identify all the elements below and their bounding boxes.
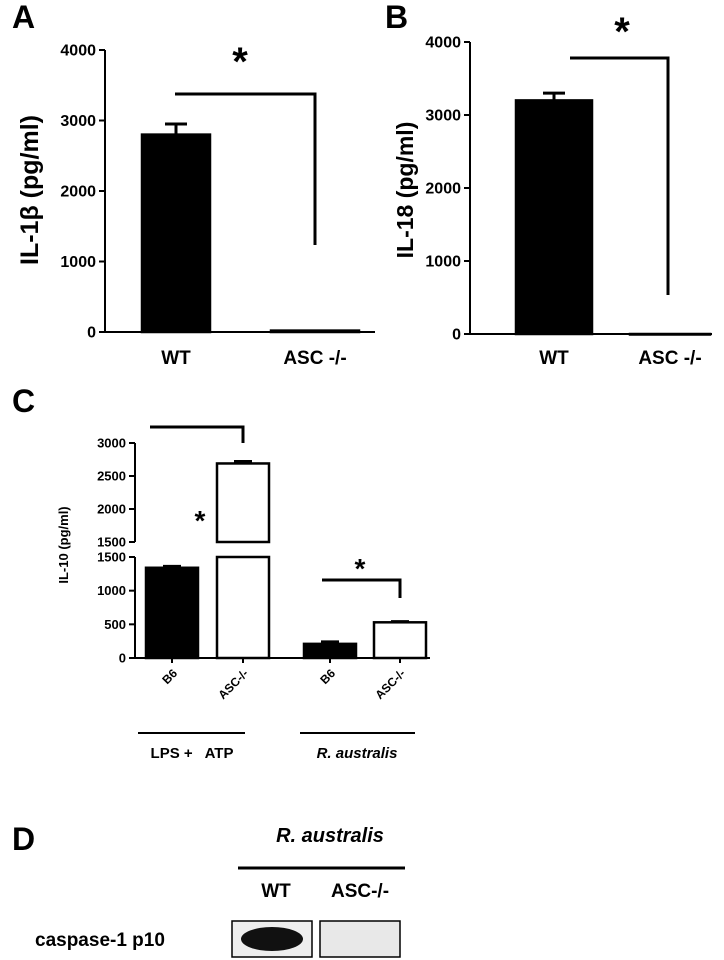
x-tick-label: ASC-/- [215, 666, 251, 702]
blot-column: WT [261, 881, 291, 902]
blot-column: ASC-/- [331, 881, 389, 902]
panel-label: B [385, 0, 408, 35]
error-bar [391, 620, 409, 624]
y-tick-label: 1000 [97, 583, 126, 598]
bar [628, 332, 712, 336]
y-tick-label: 1500 [97, 550, 126, 565]
significance-bracket [322, 578, 402, 598]
y-axis-label: IL-10 (pg/ml) [56, 506, 71, 583]
x-tick-label: B6 [159, 666, 180, 687]
significance-label: * [355, 553, 366, 584]
bar [302, 642, 358, 660]
y-tick-label: 0 [119, 651, 126, 666]
panel-label: D [12, 821, 35, 857]
y-tick-label: 4000 [60, 43, 96, 60]
panel-label: C [12, 383, 35, 419]
x-tick-label: WT [161, 348, 191, 369]
bar [514, 99, 594, 336]
y-tick-label: 0 [87, 325, 96, 342]
bar [215, 555, 271, 660]
significance-label: * [614, 10, 630, 54]
x-tick-label: ASC -/- [638, 348, 701, 369]
significance-bracket [175, 92, 317, 245]
significance-label: * [232, 40, 248, 84]
significance-bracket [570, 56, 670, 295]
x-tick-label: WT [539, 348, 569, 369]
blot-band [241, 927, 303, 951]
y-tick-label: 2000 [425, 181, 461, 198]
y-tick-label: 1000 [60, 254, 96, 271]
blot-title: R. australis [276, 825, 384, 847]
y-tick-label: 4000 [425, 35, 461, 52]
group-label: R. australis [317, 745, 398, 762]
y-tick-label: 1000 [425, 254, 461, 271]
y-tick-label: 0 [452, 327, 461, 344]
y-tick-label: 2000 [60, 184, 96, 201]
blot-row-label: caspase-1 p10 [35, 930, 165, 951]
y-tick-label: 3000 [425, 108, 461, 125]
y-axis-label: IL-1β (pg/ml) [16, 115, 44, 265]
bar [269, 329, 361, 334]
x-tick-label: ASC -/- [283, 348, 346, 369]
error-bar [165, 122, 187, 135]
y-tick-label: 500 [104, 617, 126, 632]
error-bar [321, 640, 339, 644]
bar [144, 566, 200, 660]
bar [140, 133, 212, 334]
y-tick-label: 3000 [97, 436, 126, 451]
panel-label: A [12, 0, 35, 35]
y-tick-label: 1500 [97, 535, 126, 550]
x-tick-label: B6 [317, 666, 338, 687]
error-bar [234, 459, 252, 464]
y-axis-label: IL-18 (pg/ml) [392, 122, 418, 259]
x-tick-label: ASC-/- [372, 666, 408, 702]
significance-bracket [150, 425, 245, 443]
group-label: LPS + ATP [151, 745, 234, 762]
bar [372, 621, 428, 660]
error-bar [543, 91, 565, 101]
y-tick-label: 2000 [97, 502, 126, 517]
y-tick-label: 2500 [97, 469, 126, 484]
bar [215, 462, 271, 544]
blot-lane [319, 920, 401, 958]
significance-label: * [195, 505, 206, 536]
y-tick-label: 3000 [60, 113, 96, 130]
error-bar [163, 564, 181, 568]
